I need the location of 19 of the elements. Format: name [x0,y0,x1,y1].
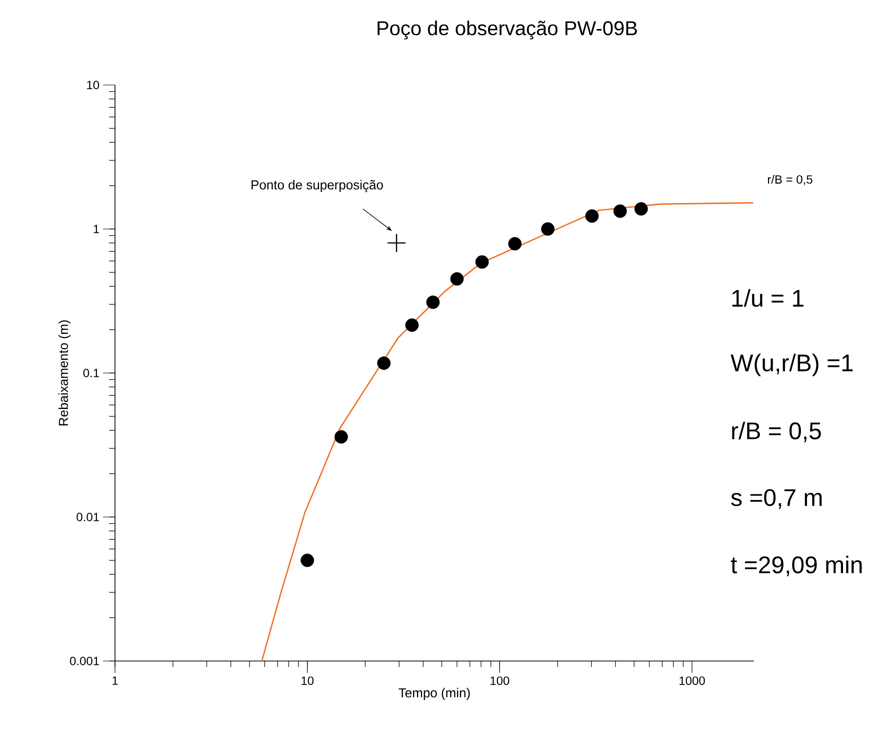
y-tick-label: 10 [87,80,100,90]
annotation: t =29,09 min [730,556,862,576]
annotation: W(u,r/B) =1 [730,354,853,376]
y-tick-label: 1 [94,224,99,234]
y-tick-label: 0.1 [83,368,99,378]
text: r/B = 0,5 [768,174,812,186]
chart-title: Poço de observação PW-09B [378,20,637,40]
annotation: Ponto de superposição [252,180,383,192]
x-tick-label: 100 [490,676,510,685]
annotation: s =0,7 m [731,489,822,509]
y-tick-label: 0.01 [76,512,99,522]
annotation: 1/u = 1 [732,289,804,307]
x-tick-label: 1000 [680,676,705,685]
x-tick-label: 1 [112,676,118,685]
annotation: r/B = 0,5 [732,422,821,442]
x-tick-label: 10 [302,676,314,685]
y-tick-label: 0.001 [70,656,99,666]
y-axis-title: Rebaixamento (m) [58,320,71,426]
x-axis-title: Tempo (min) [398,688,470,700]
